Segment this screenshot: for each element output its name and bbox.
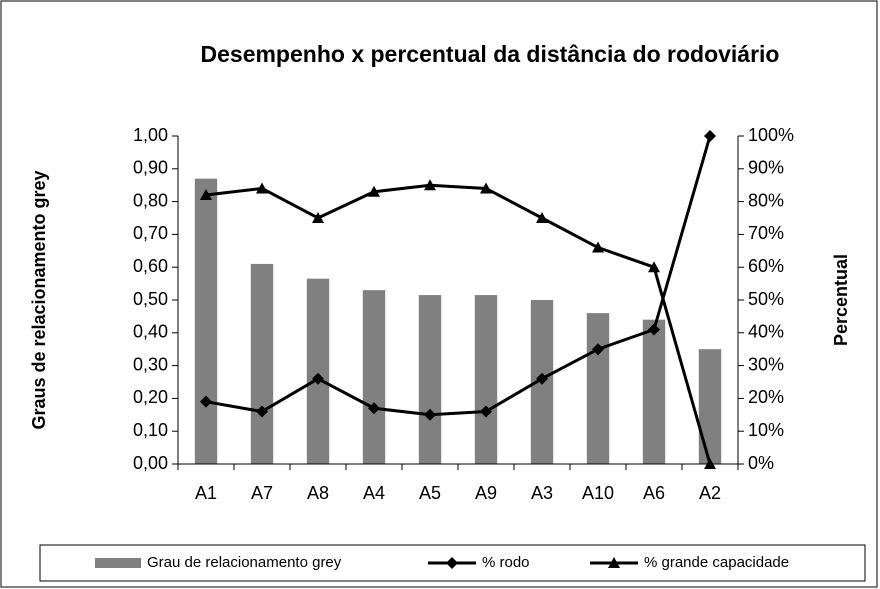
y2-tick-label: 80% (748, 190, 784, 210)
x-tick-label: A9 (475, 483, 497, 503)
y-tick-label: 0,90 (133, 158, 168, 178)
marker (424, 408, 436, 421)
legend-border (39, 544, 866, 582)
marker (648, 323, 660, 336)
marker (480, 405, 492, 418)
y-tick-label: 1,00 (133, 125, 168, 145)
bar (250, 263, 274, 464)
marker (648, 261, 660, 273)
x-tick-label: A3 (531, 483, 553, 503)
chart-title: Desempenho x percentual da distância do … (200, 41, 780, 67)
legend-marker (608, 557, 620, 568)
bar (474, 295, 498, 464)
marker (424, 179, 436, 191)
marker (312, 372, 324, 385)
marker (368, 402, 380, 415)
legend-swatch (95, 558, 141, 568)
y2-tick-label: 50% (748, 289, 784, 309)
marker (368, 185, 380, 197)
y2-tick-label: 60% (748, 256, 784, 276)
marker (256, 182, 268, 194)
marker (592, 241, 604, 253)
y-tick-label: 0,50 (133, 289, 168, 309)
x-tick-label: A10 (582, 483, 614, 503)
legend-label: % grande capacidade (644, 554, 789, 571)
marker (200, 395, 212, 408)
y-axis-label: Graus de relacionamento grey (29, 170, 49, 429)
bar (586, 313, 610, 464)
marker (312, 212, 324, 223)
x-tick-label: A8 (307, 483, 329, 503)
bar (698, 349, 722, 464)
bar (194, 178, 218, 464)
y-tick-label: 0,40 (133, 322, 168, 342)
y2-tick-label: 10% (748, 420, 784, 440)
marker (480, 182, 492, 194)
y-tick-label: 0,80 (133, 190, 168, 210)
x-tick-label: A1 (195, 483, 217, 503)
y2-tick-label: 100% (748, 125, 794, 145)
marker (256, 405, 268, 418)
y2-tick-label: 30% (748, 354, 784, 374)
y2-tick-label: 90% (748, 158, 784, 178)
x-tick-label: A4 (363, 483, 385, 503)
line (205, 183, 712, 465)
marker (536, 212, 548, 223)
x-tick-label: A6 (643, 483, 665, 503)
y2-tick-label: 70% (748, 223, 784, 243)
legend-label: Grau de relacionamento grey (147, 554, 342, 571)
y2-tick-label: 40% (748, 322, 784, 342)
x-tick-label: A7 (251, 483, 273, 503)
marker (200, 189, 212, 201)
y2-tick-label: 20% (748, 387, 784, 407)
bar (418, 295, 442, 464)
y-tick-label: 0,60 (133, 256, 168, 276)
y-tick-label: 0,10 (133, 420, 168, 440)
y-tick-label: 0,70 (133, 223, 168, 243)
marker (592, 343, 604, 356)
x-tick-label: A5 (419, 483, 441, 503)
y-tick-label: 0,20 (133, 387, 168, 407)
bar (362, 290, 386, 464)
x-tick-label: A2 (699, 483, 721, 503)
y-tick-label: 0,30 (133, 354, 168, 374)
y-tick-label: 0,00 (133, 453, 168, 473)
marker (704, 130, 716, 142)
marker (536, 372, 548, 385)
bar (306, 278, 330, 464)
legend-label: % rodo (482, 554, 530, 571)
y2-axis-label: Percentual (831, 254, 851, 346)
y2-tick-label: 0% (748, 453, 774, 473)
line (205, 135, 712, 417)
bar (642, 319, 666, 464)
legend-marker (446, 557, 458, 569)
